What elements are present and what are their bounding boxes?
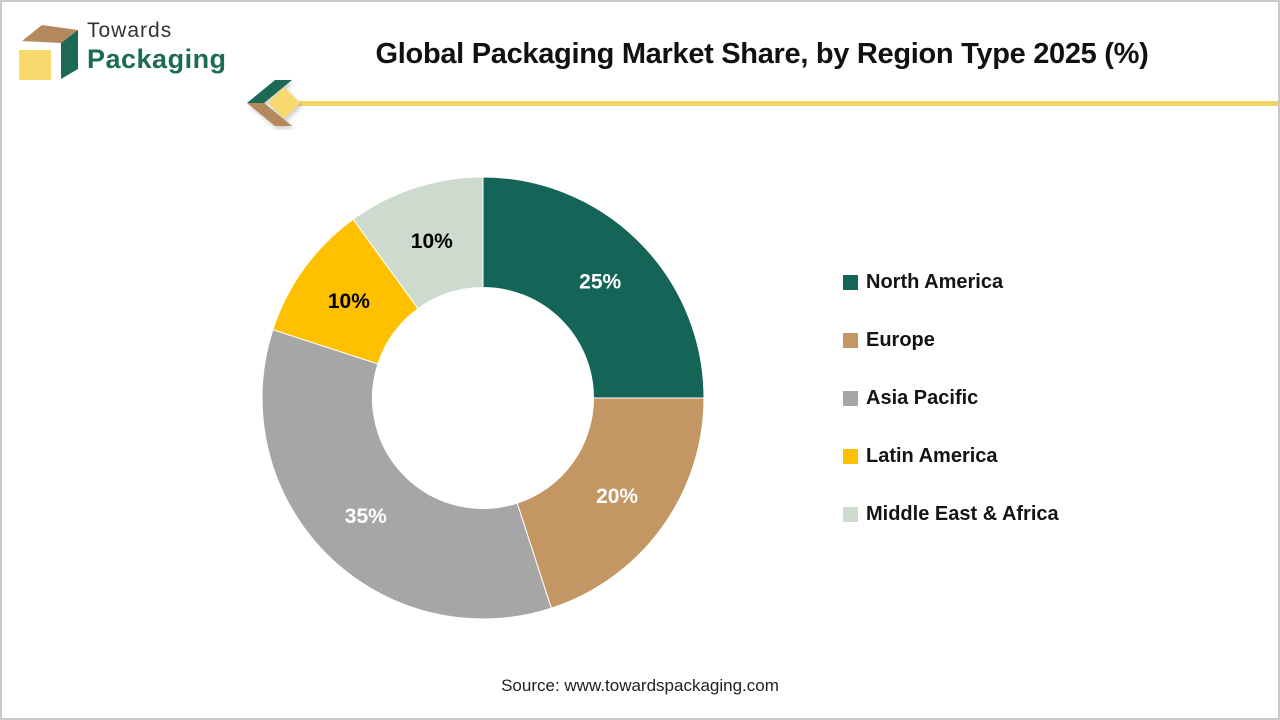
divider-diamond-icon <box>268 87 300 119</box>
legend-item-middle-east-africa: Middle East & Africa <box>843 503 1059 525</box>
legend-label-latin-america: Latin America <box>866 444 998 467</box>
legend-label-middle-east-africa: Middle East & Africa <box>866 502 1059 525</box>
legend-swatch-middle-east-africa <box>843 506 858 522</box>
divider-line <box>294 101 1278 106</box>
legend-swatch-europe <box>843 332 858 348</box>
logo-wordmark: Towards Packaging <box>87 19 227 75</box>
donut-chart: 25% 20% 35% 10% 10% <box>261 176 705 620</box>
legend-item-europe: Europe <box>843 329 1059 351</box>
logo-box-front-face <box>19 50 51 80</box>
logo-text-towards: Towards <box>87 19 173 42</box>
slice-label-middle-east-africa: 10% <box>411 230 453 253</box>
pie-slice-north-america <box>482 176 705 399</box>
page-title: Global Packaging Market Share, by Region… <box>375 38 1149 70</box>
pie-slice-europe <box>516 397 705 609</box>
divider-chevron-top-icon <box>247 80 292 103</box>
logo-box-side-face <box>61 30 78 79</box>
slice-label-latin-america: 10% <box>328 290 370 313</box>
logo-box-icon <box>19 25 78 80</box>
divider-ornament <box>247 80 1278 126</box>
legend-swatch-north-america <box>843 274 858 290</box>
legend: North America Europe Asia Pacific Latin … <box>843 271 1059 561</box>
legend-swatch-latin-america <box>843 448 858 464</box>
slice-label-north-america: 25% <box>579 270 621 293</box>
legend-item-north-america: North America <box>843 271 1059 293</box>
legend-label-europe: Europe <box>866 328 935 351</box>
legend-item-asia-pacific: Asia Pacific <box>843 387 1059 409</box>
pie-slice-asia-pacific <box>261 329 552 620</box>
logo-box-top-face <box>22 25 78 43</box>
logo-text-packaging: Packaging <box>87 44 227 75</box>
legend-swatch-asia-pacific <box>843 390 858 406</box>
legend-item-latin-america: Latin America <box>843 445 1059 467</box>
slice-label-europe: 20% <box>596 485 638 508</box>
legend-label-asia-pacific: Asia Pacific <box>866 386 979 409</box>
pie-slice-middle-east-africa <box>352 176 484 310</box>
divider-chevron-bottom-icon <box>247 103 292 126</box>
source-text: Source: www.towardspackaging.com <box>501 676 779 695</box>
legend-label-north-america: North America <box>866 270 1004 293</box>
slice-label-asia-pacific: 35% <box>345 505 387 528</box>
